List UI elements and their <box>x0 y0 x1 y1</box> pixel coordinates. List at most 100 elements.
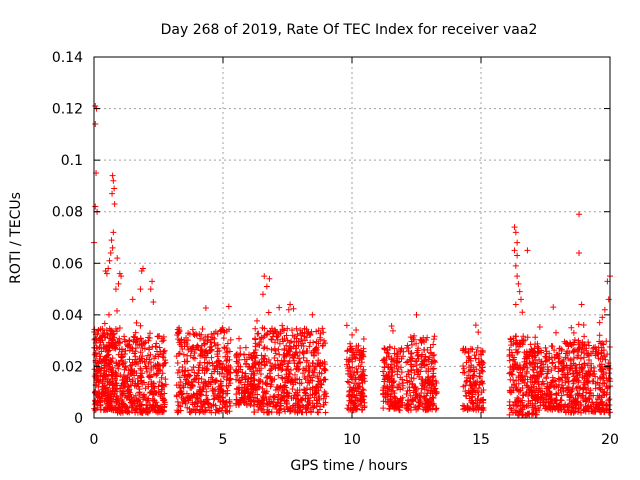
data-point <box>117 393 124 400</box>
data-point <box>390 379 397 386</box>
data-point <box>419 401 426 408</box>
data-point <box>175 336 182 343</box>
data-point <box>220 373 227 380</box>
data-point <box>99 383 106 390</box>
data-point <box>212 366 219 373</box>
data-point <box>125 342 132 349</box>
x-axis-label: GPS time / hours <box>290 458 407 474</box>
data-point <box>567 409 574 416</box>
data-point <box>516 362 523 369</box>
data-point <box>474 344 481 351</box>
data-point <box>141 345 148 352</box>
data-point <box>532 374 539 381</box>
data-point <box>509 371 516 378</box>
data-point <box>576 249 583 256</box>
data-point <box>591 370 598 377</box>
data-point <box>257 371 264 378</box>
data-point <box>147 359 154 366</box>
data-point <box>520 338 527 345</box>
data-point <box>348 393 355 400</box>
data-point <box>576 344 583 351</box>
data-point <box>233 354 240 361</box>
data-point <box>109 172 116 179</box>
data-point <box>473 407 480 414</box>
x-tick-label: 10 <box>343 432 361 448</box>
data-point <box>276 340 283 347</box>
data-point <box>135 383 142 390</box>
data-point <box>258 365 265 372</box>
data-point <box>423 361 430 368</box>
data-point <box>580 407 587 414</box>
x-tick-label: 15 <box>472 432 490 448</box>
data-point <box>159 335 166 342</box>
data-point <box>107 249 114 256</box>
data-point <box>138 355 145 362</box>
data-point <box>140 396 147 403</box>
data-point <box>428 360 435 367</box>
data-point <box>523 389 530 396</box>
data-point <box>348 386 355 393</box>
data-point <box>353 388 360 395</box>
data-point <box>349 364 356 371</box>
data-point <box>585 369 592 376</box>
data-point <box>264 374 271 381</box>
data-point <box>152 343 159 350</box>
data-point <box>431 357 438 364</box>
data-point <box>567 362 574 369</box>
data-point <box>317 380 324 387</box>
data-point <box>579 368 586 375</box>
data-point <box>124 378 131 385</box>
data-point <box>578 393 585 400</box>
data-point <box>394 371 401 378</box>
data-point <box>204 349 211 356</box>
data-point <box>260 334 267 341</box>
data-point <box>405 407 412 414</box>
data-point <box>426 379 433 386</box>
data-point <box>417 368 424 375</box>
data-point <box>407 392 414 399</box>
data-point <box>126 387 133 394</box>
data-point <box>596 338 603 345</box>
data-point <box>109 367 116 374</box>
data-point <box>431 333 438 340</box>
data-point <box>523 360 530 367</box>
data-point <box>134 342 141 349</box>
data-point <box>191 369 198 376</box>
data-point <box>532 352 539 359</box>
data-point <box>235 401 242 408</box>
data-point <box>145 373 152 380</box>
data-point <box>104 378 111 385</box>
data-point <box>261 361 268 368</box>
data-point <box>473 366 480 373</box>
data-point <box>102 392 109 399</box>
data-point <box>307 339 314 346</box>
data-point <box>425 387 432 394</box>
data-point <box>410 375 417 382</box>
data-point <box>386 405 393 412</box>
data-point <box>314 361 321 368</box>
data-point <box>116 325 123 332</box>
data-point <box>309 360 316 367</box>
data-point <box>578 401 585 408</box>
data-point <box>272 347 279 354</box>
data-point <box>319 325 326 332</box>
data-point <box>419 360 426 367</box>
data-point <box>278 374 285 381</box>
data-point <box>105 360 112 367</box>
data-point <box>226 377 233 384</box>
data-point <box>128 394 135 401</box>
data-point <box>145 346 152 353</box>
data-point <box>475 329 482 336</box>
data-point <box>514 273 521 280</box>
data-point <box>201 409 208 416</box>
data-point <box>247 381 254 388</box>
data-point <box>532 334 539 341</box>
data-point <box>396 381 403 388</box>
data-point <box>527 341 534 348</box>
data-point <box>103 270 110 277</box>
data-point <box>410 384 417 391</box>
data-point <box>118 382 125 389</box>
data-point <box>311 367 318 374</box>
data-point <box>516 288 523 295</box>
data-point <box>597 366 604 373</box>
